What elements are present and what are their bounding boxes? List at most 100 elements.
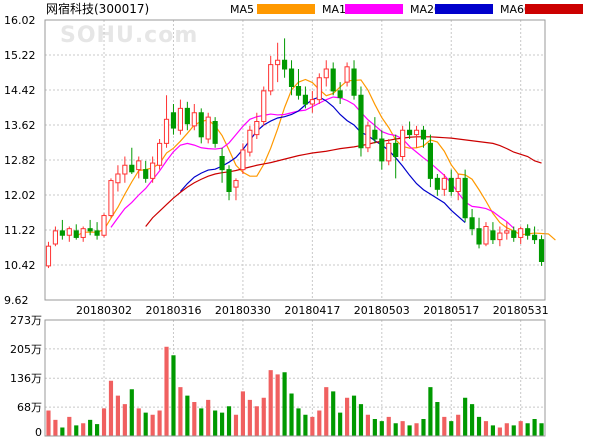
candle <box>157 139 163 170</box>
volume-bar <box>317 410 322 436</box>
volume-bar <box>511 425 516 436</box>
candle <box>163 95 170 148</box>
legend-swatch-ma60 <box>525 4 583 14</box>
candle <box>219 147 225 183</box>
candle <box>365 121 371 153</box>
price-tick-label: 14.42 <box>4 84 36 97</box>
candle-body <box>45 245 52 267</box>
volume-bar <box>296 408 301 436</box>
candle-body <box>122 164 128 175</box>
price-tick-label: 16.02 <box>4 14 36 27</box>
volume-bar <box>143 412 148 436</box>
volume-bar <box>386 416 391 436</box>
legend-swatch-ma10 <box>345 4 403 14</box>
candle-body <box>504 230 510 234</box>
candle-body <box>240 149 246 171</box>
candle-body <box>309 99 315 105</box>
volume-bar <box>400 421 405 436</box>
candle <box>476 217 482 249</box>
price-tick-label: 15.22 <box>4 49 36 62</box>
volume-bar <box>101 408 107 436</box>
price-tick-label: 13.62 <box>4 119 36 132</box>
candle <box>427 134 433 188</box>
candle-body <box>330 68 336 92</box>
candle <box>73 224 79 240</box>
volume-bar <box>261 397 266 436</box>
candle-body <box>87 228 93 232</box>
candle <box>275 42 281 83</box>
candle-body <box>247 129 253 153</box>
candle <box>191 104 197 131</box>
candle-body <box>490 230 496 241</box>
legend: MA5 MA10 MA20 MA60 <box>230 3 583 16</box>
candle-body <box>52 230 59 245</box>
candle-body <box>288 68 295 87</box>
candle-body <box>150 162 156 179</box>
volume-tick-label: 68万 <box>17 401 42 414</box>
candle-body <box>518 228 524 238</box>
series-line-ma60 <box>145 136 542 227</box>
volume-bar <box>456 414 461 436</box>
legend-label-ma20: MA20 <box>410 3 441 16</box>
volume-panel-frame <box>44 319 546 437</box>
price-tick-label: 10.42 <box>4 259 36 272</box>
candle <box>469 209 475 236</box>
volume-bar <box>497 427 502 436</box>
candle-body <box>323 68 329 79</box>
candle <box>288 60 295 96</box>
volume-bar <box>442 416 447 436</box>
candle-body <box>219 156 225 171</box>
volume-bar <box>220 412 225 436</box>
volume-bar <box>331 391 336 436</box>
volume-bar <box>303 414 308 436</box>
candle <box>240 143 246 174</box>
volume-y-axis: 273万 205万 136万 68万 0 <box>10 314 42 439</box>
volume-bar <box>358 404 364 436</box>
candle <box>344 62 350 87</box>
candle <box>337 82 343 104</box>
candle <box>66 226 72 242</box>
legend-swatch-ma5 <box>257 4 315 14</box>
volume-bar <box>226 406 232 436</box>
candle-body <box>344 66 350 83</box>
volume-bar <box>504 423 509 436</box>
candle-body <box>413 129 420 136</box>
candle-body <box>351 68 357 96</box>
candle-body <box>101 215 107 236</box>
candle-body <box>170 112 177 129</box>
volume-bar <box>150 414 155 436</box>
legend-label-ma5: MA5 <box>230 3 254 16</box>
volume-bar <box>108 380 114 436</box>
date-tick-label: 20180302 <box>76 304 132 317</box>
volume-bar <box>345 397 350 436</box>
candle <box>247 125 253 157</box>
candle-body <box>129 164 135 173</box>
candle-body <box>462 177 468 219</box>
volume-bar <box>192 402 197 436</box>
candle-body <box>434 177 440 190</box>
candle <box>87 219 93 236</box>
price-y-axis: 16.02 15.22 14.42 13.62 12.82 12.02 11.22 10.42… <box>4 14 36 307</box>
volume-bar <box>407 425 412 436</box>
series-line-ma5 <box>75 78 556 241</box>
candle <box>483 222 489 247</box>
candle-body <box>184 107 190 125</box>
candle <box>177 99 184 135</box>
candle-body <box>143 169 149 179</box>
candle-body <box>448 177 454 192</box>
volume-bar <box>338 412 343 436</box>
candle <box>198 108 204 144</box>
candle <box>233 178 239 201</box>
candle <box>351 60 357 100</box>
volume-tick-label: 273万 <box>10 314 42 327</box>
candle <box>101 213 107 238</box>
volume-bar <box>421 419 426 436</box>
candle <box>455 174 461 201</box>
volume-bar <box>213 410 218 436</box>
volume-bar <box>157 410 162 436</box>
candle-body <box>115 173 121 184</box>
candle-body <box>177 107 184 131</box>
candle-body <box>73 230 79 238</box>
date-tick-label: 20180503 <box>354 304 410 317</box>
